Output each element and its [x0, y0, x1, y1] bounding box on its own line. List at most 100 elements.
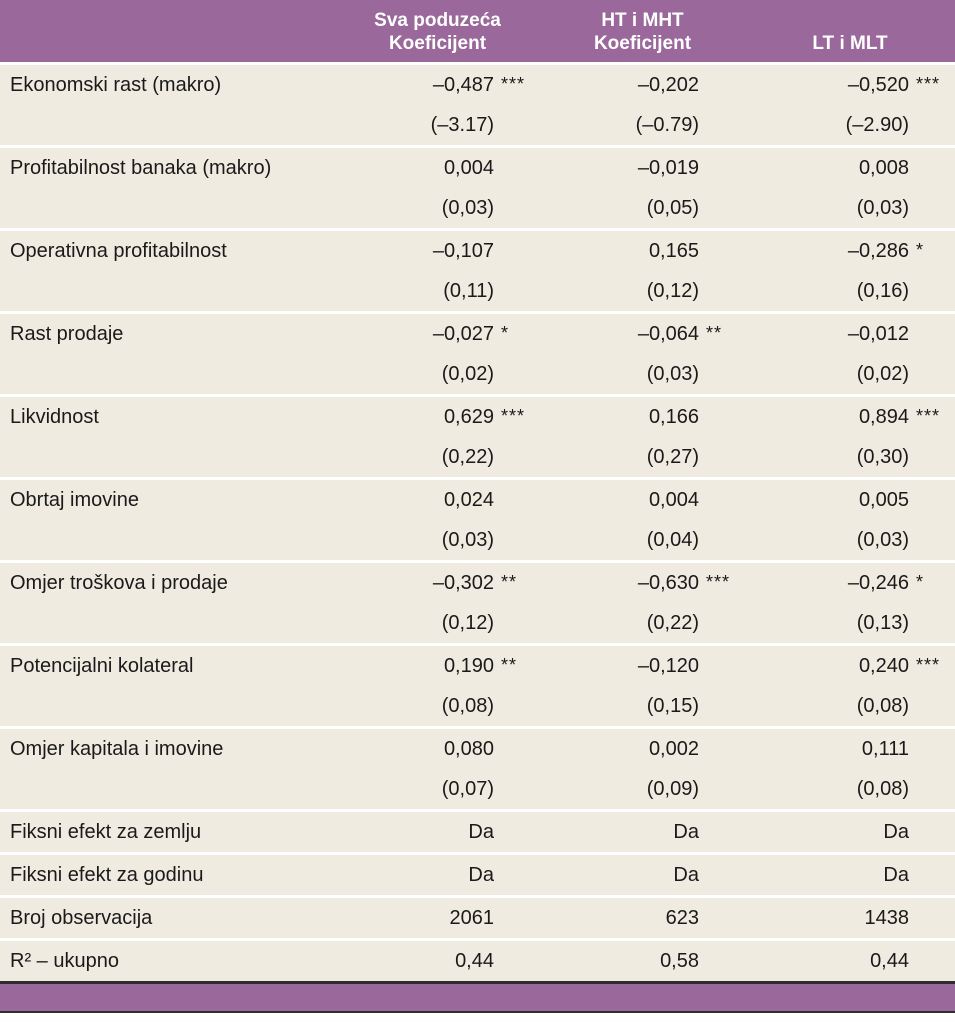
header-empty-cell	[0, 0, 335, 65]
coefficient-row: Operativna profitabilnost –0,107 0,165 –0,2…	[0, 228, 955, 271]
header-line-2: Koeficijent	[388, 33, 487, 54]
stderr-row: (0,07) (0,09) (0,08)	[0, 769, 955, 811]
summary-label: Fiksni efekt za zemlju	[0, 809, 335, 854]
table-summary: Fiksni efekt za zemlju Da Da Da Fiksni efekt…	[0, 809, 955, 981]
variable-label: Rast prodaje	[0, 311, 335, 354]
stderr-cell: (0,04)	[540, 520, 745, 562]
variable-label: Potencijalni kolateral	[0, 643, 335, 686]
empty-label-cell	[0, 603, 335, 645]
coefficient-value: 0,002	[648, 738, 699, 760]
coefficient-cell: 0,002	[540, 726, 745, 769]
significance-stars: **	[501, 655, 518, 675]
coefficient-value: 0,166	[648, 406, 699, 428]
stderr-cell: (0,12)	[335, 603, 540, 645]
stderr-value: (–0.79)	[635, 114, 699, 136]
significance-stars: *	[916, 240, 925, 260]
stderr-value: (0,03)	[856, 529, 909, 551]
coefficient-value: –0,012	[847, 323, 909, 345]
regression-table: Sva poduzeća Koeficijent HT i MHT Koefic…	[0, 0, 955, 981]
coefficient-row: Obrtaj imovine 0,024 0,004 0,005	[0, 477, 955, 520]
stderr-cell: (0,03)	[335, 520, 540, 562]
coefficient-row: Rast prodaje –0,027 * –0,064 ** –0,012	[0, 311, 955, 354]
summary-cell: 2061	[335, 895, 540, 940]
stderr-value: (0,05)	[646, 197, 699, 219]
stderr-value: (0,04)	[646, 529, 699, 551]
summary-cell: 0,58	[540, 938, 745, 981]
stderr-cell: (0,03)	[335, 188, 540, 230]
summary-value: Da	[468, 821, 494, 843]
stderr-cell: (0,22)	[335, 437, 540, 479]
coefficient-cell: 0,024	[335, 477, 540, 520]
stderr-value: (0,22)	[441, 446, 494, 468]
stderr-cell: (0,09)	[540, 769, 745, 811]
coefficient-value: –0,246	[847, 572, 909, 594]
coefficient-value: –0,520	[847, 74, 909, 96]
summary-value: 623	[665, 907, 699, 929]
stderr-value: (–3.17)	[430, 114, 494, 136]
stderr-value: (–2.90)	[845, 114, 909, 136]
stderr-cell: (0,27)	[540, 437, 745, 479]
summary-value: Da	[673, 821, 699, 843]
summary-label: R² – ukupno	[0, 938, 335, 981]
empty-label-cell	[0, 188, 335, 230]
header-line-1: LT i MLT	[812, 33, 888, 54]
stderr-cell: (0,12)	[540, 271, 745, 313]
summary-cell: Da	[335, 852, 540, 897]
coefficient-cell: 0,008	[745, 145, 955, 188]
stderr-cell: (–3.17)	[335, 105, 540, 147]
coefficient-value: 0,008	[858, 157, 909, 179]
significance-stars: ***	[706, 572, 731, 592]
coefficient-cell: 0,165	[540, 228, 745, 271]
stderr-value: (0,11)	[443, 280, 494, 302]
coefficient-value: 0,004	[443, 157, 494, 179]
variable-label: Operativna profitabilnost	[0, 228, 335, 271]
coefficient-cell: –0,302 **	[335, 560, 540, 603]
summary-cell: 0,44	[335, 938, 540, 981]
stderr-cell: (0,03)	[540, 354, 745, 396]
summary-value: 1438	[864, 907, 910, 929]
stderr-value: (0,02)	[441, 363, 494, 385]
coefficient-cell: 0,240 ***	[745, 643, 955, 686]
coefficient-cell: 0,005	[745, 477, 955, 520]
stderr-value: (0,03)	[856, 197, 909, 219]
coefficient-cell: 0,629 ***	[335, 394, 540, 437]
summary-cell: Da	[745, 809, 955, 854]
stderr-cell: (0,13)	[745, 603, 955, 645]
stderr-row: (0,03) (0,04) (0,03)	[0, 520, 955, 562]
summary-value: Da	[883, 821, 909, 843]
summary-row: Fiksni efekt za godinu Da Da Da	[0, 852, 955, 897]
summary-cell: 623	[540, 895, 745, 940]
header-line-1: HT i MHT	[601, 10, 684, 31]
significance-stars: **	[706, 323, 723, 343]
significance-stars: ***	[916, 406, 941, 426]
coefficient-value: –0,286	[847, 240, 909, 262]
header-col-lt-mlt: LT i MLT	[745, 0, 955, 65]
coefficient-row: Profitabilnost banaka (makro) 0,004 –0,019…	[0, 145, 955, 188]
coefficient-cell: –0,630 ***	[540, 560, 745, 603]
stderr-value: (0,07)	[441, 778, 494, 800]
stderr-value: (0,03)	[441, 529, 494, 551]
stderr-value: (0,08)	[856, 695, 909, 717]
stderr-row: (–3.17) (–0.79) (–2.90)	[0, 105, 955, 147]
stderr-cell: (0,08)	[335, 686, 540, 728]
coefficient-row: Omjer troškova i prodaje –0,302 ** –0,630 **…	[0, 560, 955, 603]
coefficient-value: 0,111	[861, 738, 909, 760]
stderr-cell: (0,16)	[745, 271, 955, 313]
coefficient-value: –0,630	[637, 572, 699, 594]
stderr-value: (0,13)	[856, 612, 909, 634]
coefficient-value: –0,019	[637, 157, 699, 179]
stderr-cell: (–2.90)	[745, 105, 955, 147]
variable-label: Omjer kapitala i imovine	[0, 726, 335, 769]
stderr-cell: (0,07)	[335, 769, 540, 811]
coefficient-row: Ekonomski rast (makro) –0,487 *** –0,202 –0,…	[0, 62, 955, 105]
summary-row: R² – ukupno 0,44 0,58 0,44	[0, 938, 955, 981]
coefficient-value: 0,004	[648, 489, 699, 511]
significance-stars: ***	[916, 74, 941, 94]
summary-value: Da	[468, 864, 494, 886]
significance-stars: ***	[501, 74, 526, 94]
summary-value: 0,44	[870, 950, 909, 972]
significance-stars: *	[501, 323, 510, 343]
bottom-accent-bar	[0, 981, 955, 1013]
coefficient-cell: 0,080	[335, 726, 540, 769]
coefficient-cell: –0,019	[540, 145, 745, 188]
